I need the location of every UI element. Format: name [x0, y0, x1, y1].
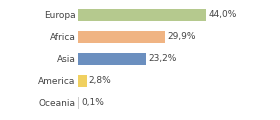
Text: 23,2%: 23,2%	[148, 54, 176, 63]
Bar	[78, 97, 79, 109]
Bar	[78, 31, 165, 43]
Text: 2,8%: 2,8%	[89, 76, 111, 85]
Text: 0,1%: 0,1%	[81, 98, 104, 107]
Text: 29,9%: 29,9%	[167, 32, 196, 41]
Bar	[78, 9, 206, 21]
Bar	[78, 53, 146, 65]
Text: 44,0%: 44,0%	[208, 10, 237, 19]
Bar	[78, 75, 87, 87]
